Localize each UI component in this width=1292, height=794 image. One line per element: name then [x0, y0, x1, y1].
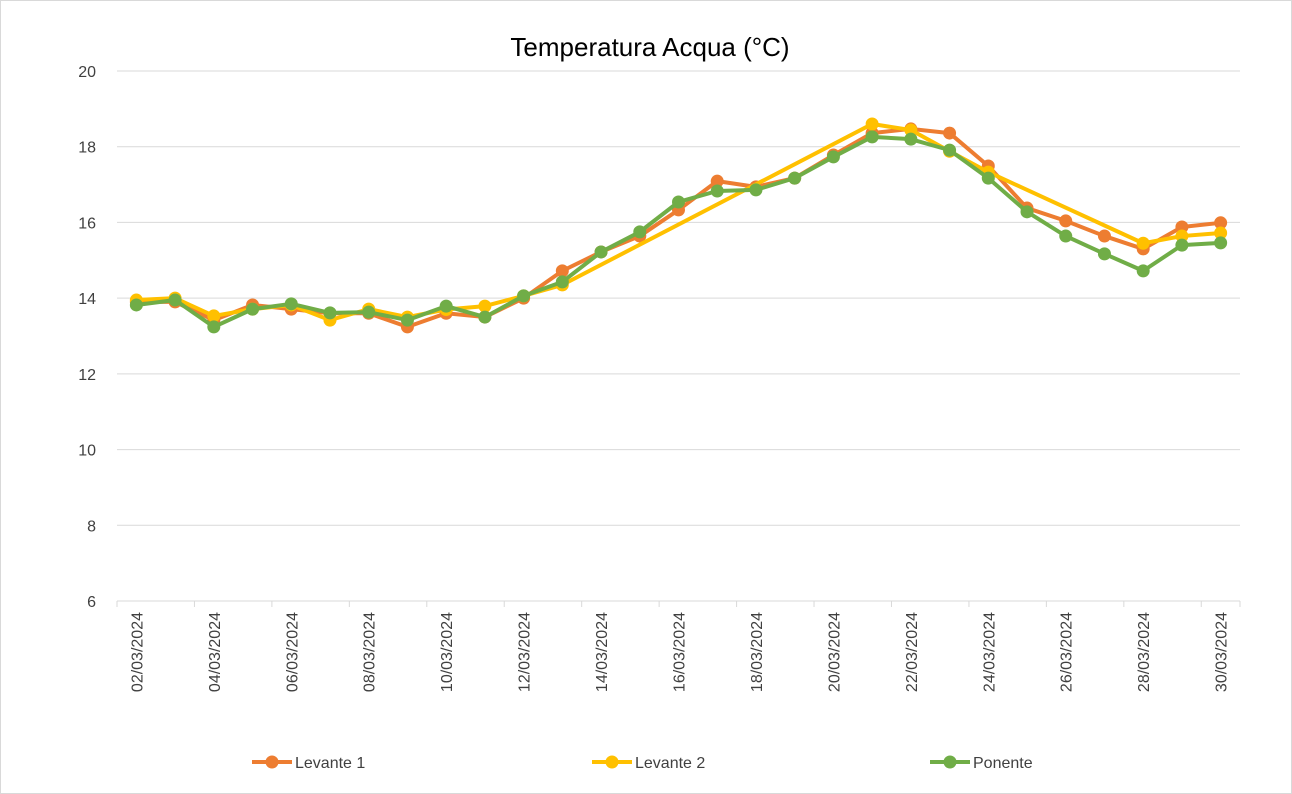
- x-tick-label: 06/03/2024: [284, 612, 301, 692]
- x-tick-label: 30/03/2024: [1214, 612, 1231, 692]
- data-point: [865, 130, 879, 144]
- data-point: [943, 126, 957, 140]
- data-point: [478, 310, 492, 324]
- data-point: [1175, 229, 1189, 243]
- data-point: [555, 264, 569, 278]
- legend-marker: [605, 755, 619, 769]
- data-point: [1175, 238, 1189, 252]
- data-point: [362, 305, 376, 319]
- y-tick-label: 10: [78, 443, 96, 460]
- y-tick-label: 12: [78, 367, 96, 384]
- y-tick-label: 6: [87, 594, 96, 611]
- data-point: [1175, 220, 1189, 234]
- x-tick-label: 14/03/2024: [594, 612, 611, 692]
- data-point: [1097, 229, 1111, 243]
- y-tick-label: 8: [87, 518, 96, 535]
- data-point: [400, 313, 414, 327]
- x-tick-label: 16/03/2024: [672, 612, 689, 692]
- data-point: [594, 245, 608, 259]
- data-point: [284, 297, 298, 311]
- x-tick-label: 18/03/2024: [749, 612, 766, 692]
- x-tick-label: 10/03/2024: [439, 612, 456, 692]
- data-point: [981, 171, 995, 185]
- x-tick-label: 12/03/2024: [517, 612, 534, 692]
- x-tick-label: 26/03/2024: [1059, 612, 1076, 692]
- data-point: [207, 320, 221, 334]
- x-tick-label: 20/03/2024: [826, 612, 843, 692]
- data-point: [1020, 205, 1034, 219]
- chart-title: Temperatura Acqua (°C): [510, 32, 789, 62]
- data-point: [1214, 216, 1228, 230]
- data-point: [904, 123, 918, 137]
- data-point: [1059, 214, 1073, 228]
- data-point: [1136, 264, 1150, 278]
- data-point: [672, 195, 685, 209]
- y-tick-label: 18: [78, 140, 96, 157]
- data-point: [1214, 236, 1228, 250]
- data-point: [207, 309, 221, 323]
- data-point: [517, 289, 531, 303]
- legend-label: Ponente: [973, 755, 1033, 772]
- x-tick-label: 22/03/2024: [904, 612, 921, 692]
- legend-label: Levante 1: [295, 755, 365, 772]
- data-point: [1214, 226, 1228, 240]
- data-point: [865, 117, 879, 131]
- data-point: [788, 171, 802, 185]
- x-tick-label: 04/03/2024: [207, 612, 224, 692]
- y-tick-label: 14: [78, 291, 96, 308]
- legend-marker: [265, 755, 279, 769]
- data-point: [555, 275, 569, 289]
- data-point: [439, 299, 453, 313]
- y-tick-label: 20: [78, 64, 96, 81]
- x-tick-label: 28/03/2024: [1136, 612, 1153, 692]
- data-point: [1097, 247, 1111, 261]
- data-point: [633, 225, 647, 239]
- data-point: [129, 298, 143, 312]
- x-tick-label: 08/03/2024: [362, 612, 379, 692]
- data-point: [943, 143, 957, 157]
- data-point: [323, 306, 337, 320]
- y-tick-label: 16: [78, 215, 96, 232]
- data-point: [478, 299, 492, 313]
- data-point: [710, 184, 724, 198]
- legend-marker: [943, 755, 957, 769]
- data-point: [246, 302, 260, 316]
- data-point: [1136, 236, 1150, 250]
- data-point: [168, 293, 182, 307]
- legend-label: Levante 2: [635, 755, 705, 772]
- data-point: [710, 174, 724, 188]
- data-point: [1059, 229, 1073, 243]
- data-point: [904, 132, 918, 146]
- data-point: [826, 150, 840, 164]
- x-tick-label: 24/03/2024: [981, 612, 998, 692]
- data-point: [749, 183, 763, 197]
- x-tick-label: 02/03/2024: [129, 612, 146, 692]
